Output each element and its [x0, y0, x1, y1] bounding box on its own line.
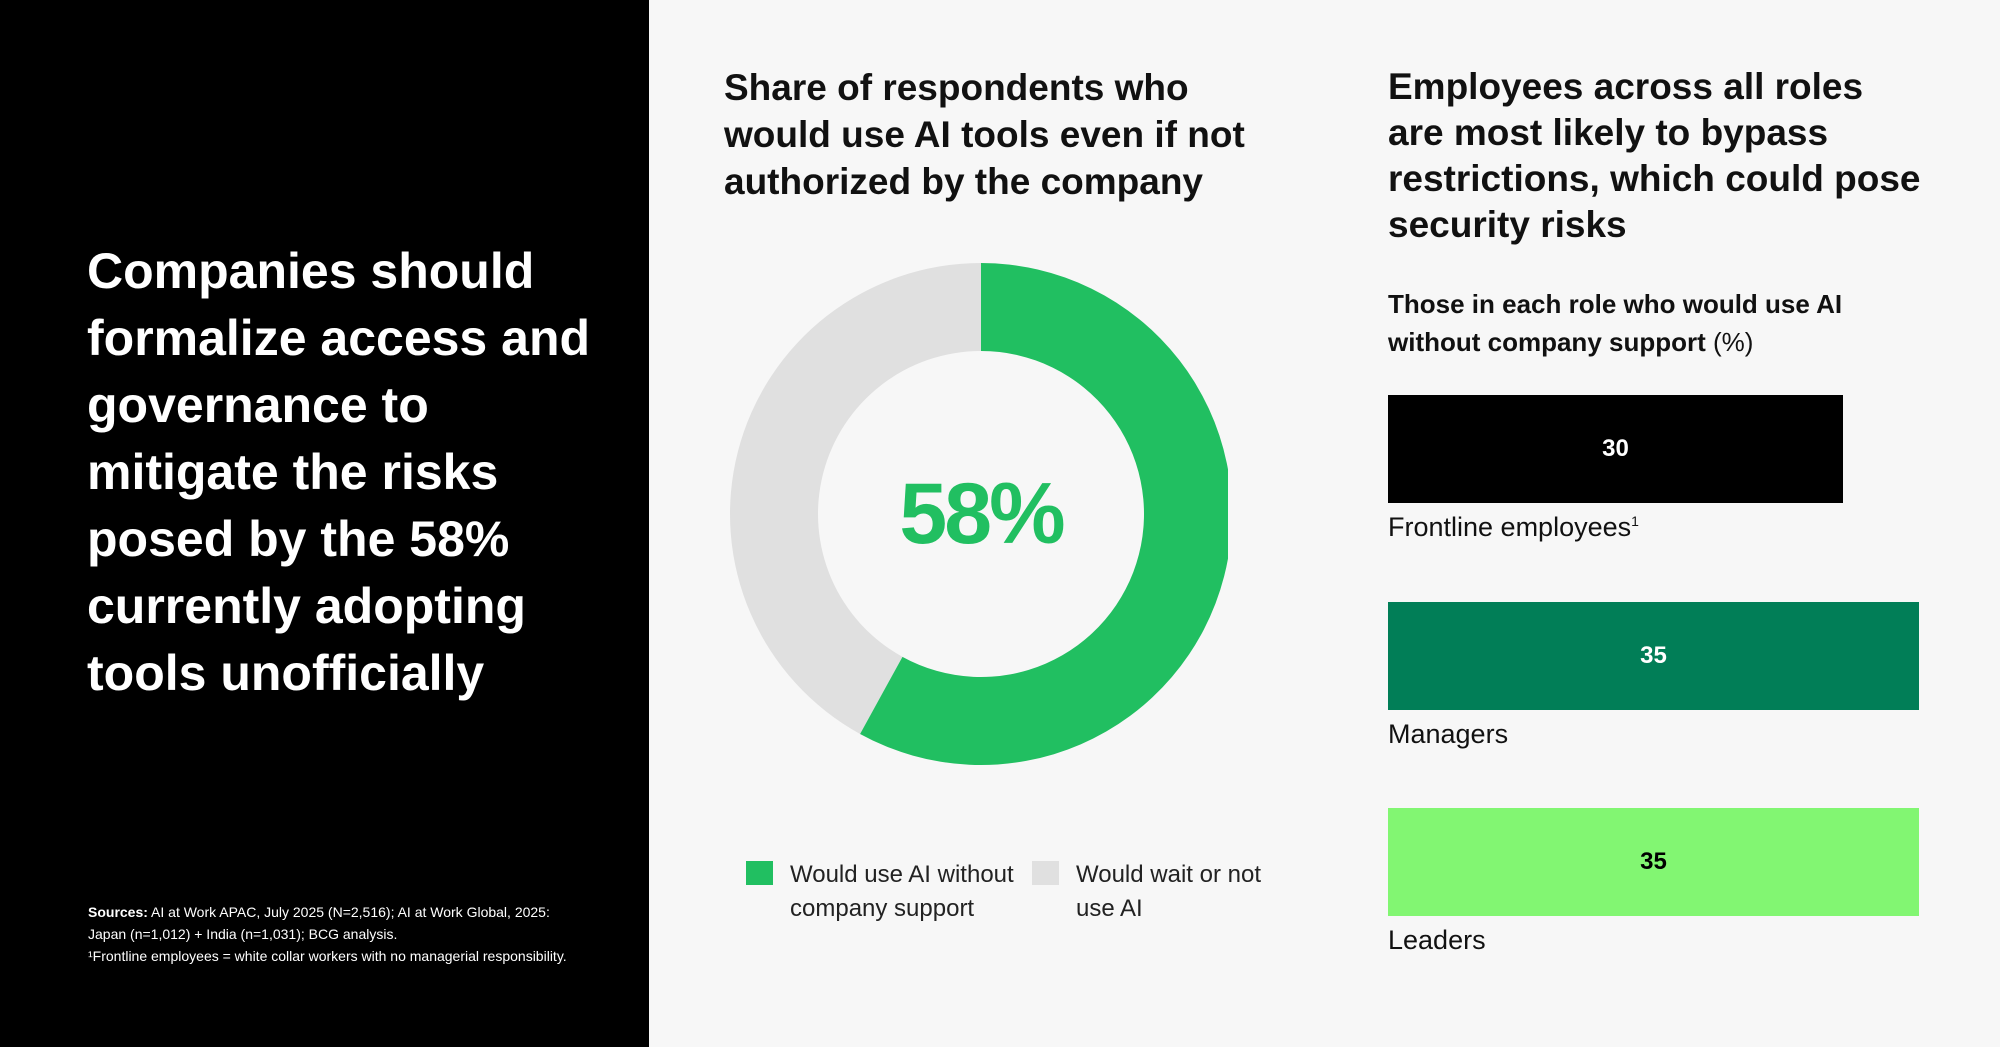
bar-chart-unit: (%): [1713, 327, 1754, 357]
bar-category-text: Managers: [1388, 719, 1509, 749]
bar-2: 35: [1388, 808, 1919, 916]
bar-value-label: 35: [1640, 848, 1667, 875]
legend-swatch-wait: [1032, 861, 1059, 885]
bar-chart-subtitle-text: Those in each role who would use AI with…: [1388, 289, 1843, 357]
bar-0: 30: [1388, 395, 1843, 503]
bar-value-label: 30: [1602, 435, 1629, 462]
bar-category-label: Managers: [1388, 719, 1508, 750]
legend-item-wait: Would wait or not use AI: [1032, 858, 1262, 926]
bar-chart-title: Employees across all roles are most like…: [1388, 66, 1921, 245]
bar-chart-subtitle: Those in each role who would use AI with…: [1388, 285, 1928, 361]
donut-center-value: 58%: [899, 466, 1064, 562]
legend-swatch-use-ai: [746, 861, 773, 885]
bar-category-label: Frontline employees1: [1388, 512, 1639, 543]
sources-note: Sources: AI at Work APAC, July 2025 (N=2…: [88, 901, 568, 967]
donut-chart: 58%: [730, 263, 1228, 765]
bar-1: 35: [1388, 602, 1919, 710]
headline: Companies should formalize access and go…: [87, 243, 591, 701]
legend-label-use-ai: Would use AI without company support: [790, 861, 1014, 922]
sources-label: Sources:: [88, 904, 148, 920]
left-panel: Companies should formalize access and go…: [0, 0, 649, 1047]
footnote: ¹Frontline employees = white collar work…: [88, 948, 567, 964]
legend-item-use-ai: Would use AI without company support: [746, 858, 1016, 926]
bar-value-label: 35: [1640, 642, 1667, 669]
bar-category-footnote-mark: 1: [1631, 513, 1639, 529]
bar-category-text: Leaders: [1388, 925, 1486, 955]
legend-label-wait: Would wait or not use AI: [1076, 861, 1261, 922]
sources-text: AI at Work APAC, July 2025 (N=2,516); AI…: [88, 904, 550, 942]
donut-slice-1: [730, 263, 981, 734]
bar-category-text: Frontline employees: [1388, 512, 1632, 542]
donut-chart-title: Share of respondents who would use AI to…: [724, 67, 1245, 202]
donut-slice-0: [860, 263, 1228, 765]
bar-category-label: Leaders: [1388, 925, 1486, 956]
